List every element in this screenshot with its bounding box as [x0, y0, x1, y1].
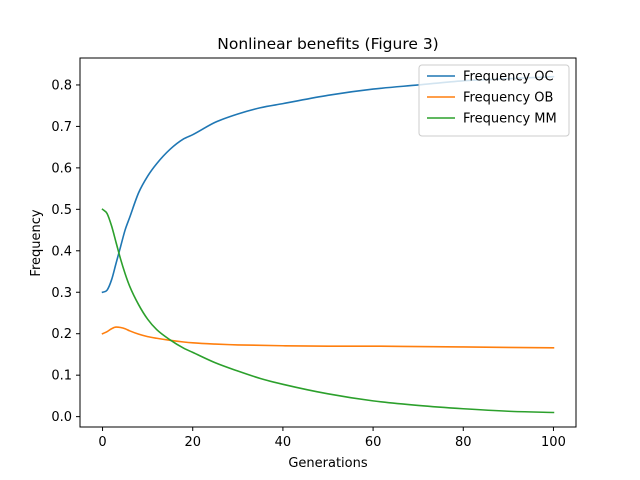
legend: Frequency OC Frequency OB Frequency MM	[418, 64, 570, 137]
plot-area: 0 20 40 60 80 100 0.0 0.1 0.2 0.3 0.4 0.5 0.6 0.7 0.8	[51, 57, 577, 450]
y-tick-label: 0.7	[51, 120, 72, 135]
x-tick-label: 100	[541, 435, 566, 450]
x-axis-title: Generations	[288, 456, 368, 471]
x-tick-label: 60	[365, 435, 382, 450]
legend-label: Frequency OC	[463, 70, 554, 85]
legend-label: Frequency MM	[463, 112, 557, 127]
y-tick-label: 0.1	[51, 369, 72, 384]
plot-frame	[79, 57, 577, 428]
series-line-2	[101, 326, 555, 349]
y-tick-label: 0.4	[51, 244, 72, 259]
legend-label: Frequency OB	[463, 91, 553, 106]
x-tick-label: 20	[184, 435, 201, 450]
y-tick-label: 0.0	[51, 410, 72, 425]
chart-title: Nonlinear benefits (Figure 3)	[217, 35, 438, 53]
x-tick-label: 0	[98, 435, 106, 450]
y-tick-label: 0.5	[51, 203, 72, 218]
legend-box	[418, 64, 570, 137]
y-tick-label: 0.8	[51, 78, 72, 93]
y-tick-label: 0.6	[51, 161, 72, 176]
x-tick-label: 40	[275, 435, 292, 450]
y-tick-label: 0.2	[51, 327, 72, 342]
y-tick-label: 0.3	[51, 286, 72, 301]
series-line-3	[101, 208, 555, 414]
x-tick-label: 80	[455, 435, 472, 450]
y-axis-title: Frequency	[29, 209, 44, 276]
